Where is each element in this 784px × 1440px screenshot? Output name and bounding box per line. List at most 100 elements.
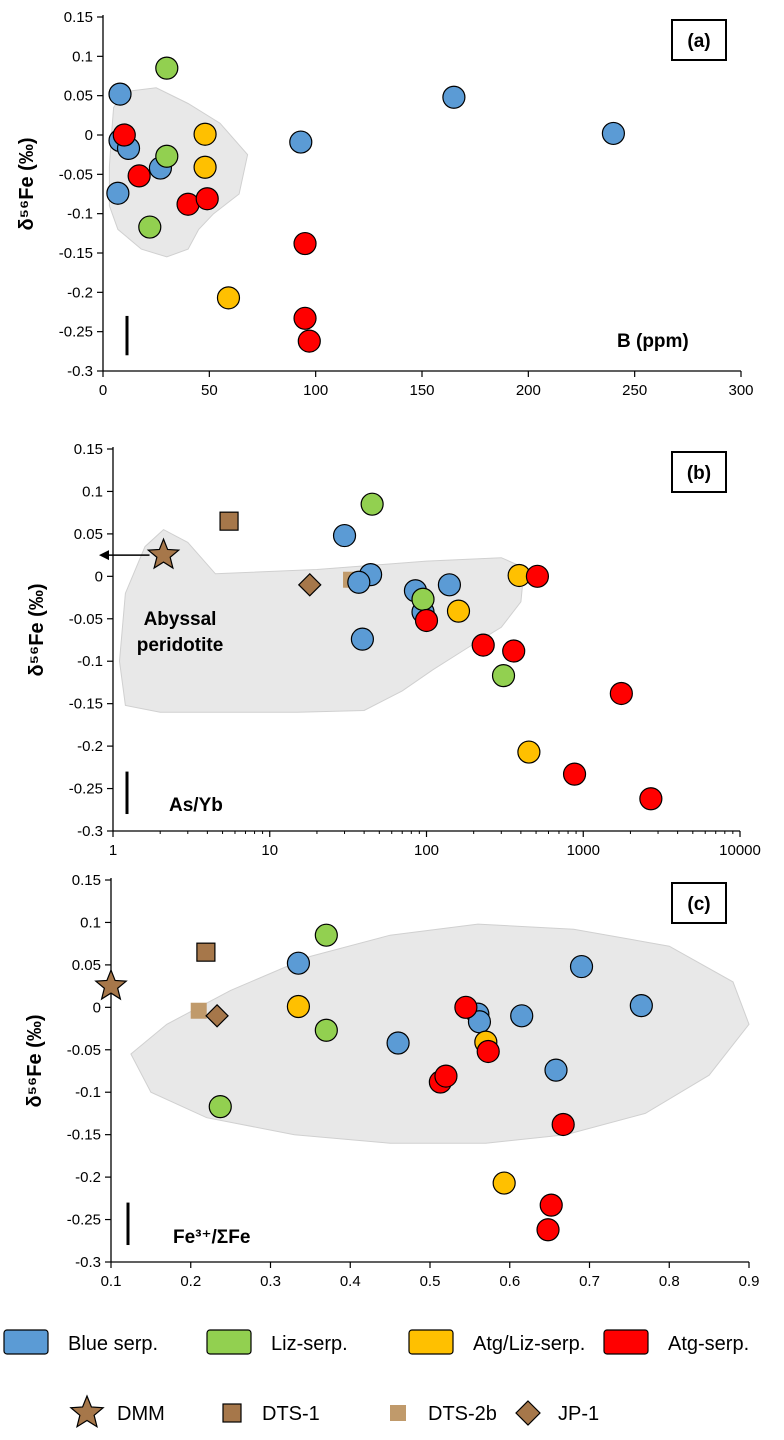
y-tick-label: -0.15: [59, 245, 93, 262]
y-tick-label: -0.15: [67, 1127, 101, 1144]
data-point-red: [639, 787, 663, 811]
x-tick-label: 0.4: [340, 1273, 361, 1290]
y-tick-label: -0.25: [69, 781, 103, 798]
data-point-red: [434, 1064, 458, 1088]
data-point-green: [155, 56, 179, 80]
x-tick-label: 1: [109, 842, 117, 859]
y-tick-label: 0.1: [82, 483, 103, 500]
y-axis-label: δ⁵⁶Fe (‰): [16, 138, 38, 231]
data-point-red: [112, 123, 136, 147]
ref-point-jp-1: [205, 1003, 229, 1028]
x-tick-label: 10: [261, 842, 278, 859]
data-point-blue: [289, 130, 313, 154]
x-tick-label: 0.5: [420, 1273, 441, 1290]
x-tick-label: 300: [728, 382, 753, 399]
data-point-red: [454, 995, 478, 1019]
data-point-green: [360, 492, 384, 516]
x-tick-label: 150: [409, 382, 434, 399]
y-tick-label: -0.3: [67, 363, 93, 380]
y-tick-label: 0: [93, 999, 101, 1016]
y-tick-label: 0: [85, 127, 93, 144]
data-point-red: [539, 1193, 563, 1217]
x-tick-label: 0.7: [579, 1273, 600, 1290]
arrow-head-icon: [99, 550, 109, 561]
ref-point-dts-2b: [190, 1002, 207, 1019]
data-point-yellow: [193, 155, 217, 179]
data-point-green: [314, 1018, 338, 1042]
data-point-green: [411, 587, 435, 611]
data-point-blue: [544, 1058, 568, 1082]
y-tick-label: -0.3: [75, 1254, 101, 1271]
legend-swatch: [206, 1329, 252, 1355]
panel-label: (a): [687, 31, 710, 52]
x-tick-label: 0.3: [260, 1273, 281, 1290]
data-point-blue: [286, 951, 311, 975]
panel-label: (b): [687, 463, 711, 484]
data-point-red: [536, 1218, 560, 1242]
data-point-red: [502, 639, 526, 663]
data-point-green: [491, 664, 516, 688]
legend-ref-label: DTS-1: [262, 1403, 320, 1425]
x-tick-label: 100: [303, 382, 328, 399]
x-tick-label: 0.2: [180, 1273, 201, 1290]
y-tick-label: 0.1: [72, 48, 93, 65]
data-point-blue: [629, 994, 653, 1018]
panel-label: (c): [687, 894, 710, 915]
data-point-blue: [569, 954, 594, 979]
legend-label: Blue serp.: [68, 1333, 158, 1355]
x-tick-label: 10000: [719, 842, 761, 859]
y-tick-label: -0.05: [69, 611, 103, 628]
y-tick-label: -0.05: [67, 1042, 101, 1059]
y-tick-label: 0.1: [80, 914, 101, 931]
legend-label: Liz-serp.: [271, 1333, 348, 1355]
data-point-red: [562, 762, 587, 786]
y-tick-label: -0.2: [77, 738, 103, 755]
legend-ref-label: JP-1: [558, 1403, 599, 1425]
reference-field: [130, 923, 750, 1144]
data-point-yellow: [216, 286, 241, 310]
y-tick-label: -0.15: [69, 696, 103, 713]
data-point-red: [609, 681, 633, 706]
y-tick-label: -0.1: [67, 206, 93, 223]
y-tick-label: -0.2: [67, 284, 93, 301]
data-point-green: [314, 923, 338, 947]
y-tick-label: -0.3: [77, 823, 103, 840]
data-point-yellow: [517, 740, 541, 764]
chart-panel-1: 0.15 0.1 0.05 0 -0.05 -0.1 -0.15 -0.2 -0.25 -0.3 0…: [16, 9, 754, 399]
y-tick-label: -0.05: [59, 166, 93, 183]
y-tick-label: 0.15: [74, 441, 103, 458]
legend-ref-label: DMM: [117, 1403, 165, 1425]
x-tick-label: 0.8: [659, 1273, 680, 1290]
x-tick-label: 0.9: [739, 1273, 760, 1290]
y-tick-label: 0.05: [64, 88, 93, 105]
data-point-red: [195, 187, 219, 211]
data-point-blue: [332, 523, 357, 548]
data-point-red: [297, 329, 321, 353]
x-tick-label: 100: [414, 842, 439, 859]
x-axis-label: B (ppm): [617, 331, 689, 352]
legend-label: Atg-serp.: [668, 1333, 749, 1355]
data-point-red: [476, 1039, 500, 1064]
legend-ref-label: DTS-2b: [428, 1403, 497, 1425]
data-point-blue: [510, 1004, 534, 1028]
y-axis-label: δ⁵⁶Fe (‰): [24, 1015, 46, 1108]
data-point-yellow: [286, 994, 311, 1019]
data-point-red: [551, 1112, 575, 1137]
data-point-blue: [106, 181, 130, 205]
data-point-blue: [442, 85, 466, 109]
x-tick-label: 0.6: [499, 1273, 520, 1290]
legend: Blue serp. Liz-serp. Atg/Liz-serp. Atg-serp…: [3, 1329, 749, 1429]
data-point-red: [176, 192, 200, 216]
y-tick-label: 0.15: [72, 872, 101, 889]
chart-panels: 0.15 0.1 0.05 0 -0.05 -0.1 -0.15 -0.2 -0.25 -0.3 0…: [16, 9, 761, 1290]
x-tick-label: 200: [516, 382, 541, 399]
legend-swatch: [408, 1329, 454, 1355]
data-point-red: [293, 306, 317, 330]
y-tick-label: 0.05: [74, 526, 103, 543]
data-point-blue: [386, 1031, 410, 1055]
legend-marker-small-square-icon: [390, 1405, 406, 1421]
y-tick-label: 0.15: [64, 9, 93, 26]
data-point-blue: [601, 121, 626, 146]
y-tick-label: -0.1: [77, 653, 103, 670]
legend-swatch: [603, 1329, 649, 1355]
